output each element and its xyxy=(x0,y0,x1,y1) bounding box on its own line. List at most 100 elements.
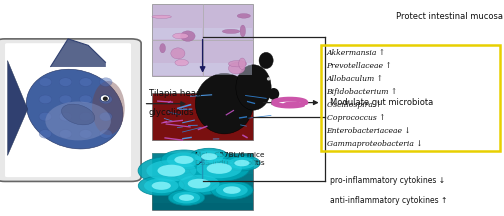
Text: Coprococcus ↑: Coprococcus ↑ xyxy=(327,114,385,122)
Ellipse shape xyxy=(160,44,165,53)
Text: Protect intestinal mucosa: Protect intestinal mucosa xyxy=(396,12,502,21)
Ellipse shape xyxy=(172,172,226,195)
Bar xyxy=(152,93,253,140)
Polygon shape xyxy=(8,60,28,156)
Ellipse shape xyxy=(197,159,242,178)
Text: anti-inflammatory cytokines ↑: anti-inflammatory cytokines ↑ xyxy=(330,196,448,205)
Ellipse shape xyxy=(161,150,207,170)
Bar xyxy=(321,45,500,151)
Bar xyxy=(152,153,253,160)
Ellipse shape xyxy=(259,52,273,69)
Ellipse shape xyxy=(222,29,240,33)
Ellipse shape xyxy=(240,25,245,37)
Bar xyxy=(153,63,202,75)
Ellipse shape xyxy=(157,165,185,177)
Ellipse shape xyxy=(80,95,92,104)
Text: Gammaproteobacteria ↓: Gammaproteobacteria ↓ xyxy=(327,140,422,148)
Ellipse shape xyxy=(61,104,95,125)
Ellipse shape xyxy=(45,102,111,140)
Ellipse shape xyxy=(146,160,197,181)
Ellipse shape xyxy=(59,130,72,138)
Ellipse shape xyxy=(179,194,194,201)
Ellipse shape xyxy=(178,175,220,192)
Ellipse shape xyxy=(39,95,51,104)
Ellipse shape xyxy=(39,78,51,86)
Ellipse shape xyxy=(138,176,184,196)
Polygon shape xyxy=(50,39,106,67)
Ellipse shape xyxy=(100,95,109,102)
Ellipse shape xyxy=(171,48,185,59)
Ellipse shape xyxy=(103,97,108,101)
Ellipse shape xyxy=(216,183,248,197)
Ellipse shape xyxy=(59,95,72,104)
Text: Modulate gut microbiota: Modulate gut microbiota xyxy=(330,98,433,107)
Ellipse shape xyxy=(99,130,112,138)
Ellipse shape xyxy=(99,112,112,121)
Ellipse shape xyxy=(267,77,270,81)
Ellipse shape xyxy=(189,156,249,181)
Ellipse shape xyxy=(236,65,271,110)
Text: Prevotellaceae ↑: Prevotellaceae ↑ xyxy=(327,62,392,70)
Ellipse shape xyxy=(80,130,92,138)
Ellipse shape xyxy=(237,14,250,18)
Ellipse shape xyxy=(152,182,171,190)
Ellipse shape xyxy=(196,73,253,134)
Ellipse shape xyxy=(223,186,241,194)
Text: glycolipids: glycolipids xyxy=(149,108,195,117)
Ellipse shape xyxy=(99,95,112,104)
Text: Tilapia head: Tilapia head xyxy=(149,89,201,98)
Bar xyxy=(204,63,252,75)
Bar xyxy=(152,181,253,188)
Bar xyxy=(152,195,253,203)
Ellipse shape xyxy=(138,156,205,185)
Text: pro-inflammatory cytokines ↓: pro-inflammatory cytokines ↓ xyxy=(330,176,445,185)
Ellipse shape xyxy=(207,163,232,174)
Text: Akkermansia ↑: Akkermansia ↑ xyxy=(327,49,386,57)
Ellipse shape xyxy=(195,150,224,163)
Ellipse shape xyxy=(228,157,256,169)
Ellipse shape xyxy=(80,78,92,86)
Ellipse shape xyxy=(173,192,200,203)
Bar xyxy=(153,28,202,39)
Ellipse shape xyxy=(39,112,51,121)
Ellipse shape xyxy=(174,156,194,164)
Text: Allobaculum ↑: Allobaculum ↑ xyxy=(327,75,384,83)
Bar xyxy=(152,167,253,175)
Bar xyxy=(152,175,253,181)
Ellipse shape xyxy=(201,153,217,160)
Ellipse shape xyxy=(168,190,205,205)
Text: Enterobacteriaceae ↓: Enterobacteriaceae ↓ xyxy=(327,127,411,135)
Bar xyxy=(152,188,253,195)
Ellipse shape xyxy=(99,78,112,86)
Ellipse shape xyxy=(234,160,249,166)
Bar xyxy=(152,160,253,167)
Ellipse shape xyxy=(211,181,253,199)
Ellipse shape xyxy=(228,60,247,67)
Ellipse shape xyxy=(268,88,279,100)
Ellipse shape xyxy=(173,33,188,39)
Ellipse shape xyxy=(152,15,171,18)
FancyBboxPatch shape xyxy=(0,39,141,181)
Bar xyxy=(204,28,252,39)
Ellipse shape xyxy=(190,148,228,165)
Text: Oscillospira ↑: Oscillospira ↑ xyxy=(327,101,381,109)
Ellipse shape xyxy=(80,112,92,121)
Text: Bifidobacterium ↑: Bifidobacterium ↑ xyxy=(327,88,398,96)
FancyBboxPatch shape xyxy=(5,43,131,177)
Bar xyxy=(152,4,253,76)
Ellipse shape xyxy=(175,59,188,66)
Ellipse shape xyxy=(180,31,195,41)
Ellipse shape xyxy=(39,130,51,138)
Ellipse shape xyxy=(228,63,245,74)
Ellipse shape xyxy=(144,178,178,193)
Ellipse shape xyxy=(239,58,246,69)
Ellipse shape xyxy=(59,78,72,86)
Ellipse shape xyxy=(224,155,260,171)
Ellipse shape xyxy=(167,152,201,167)
Bar xyxy=(152,203,253,210)
Ellipse shape xyxy=(187,179,211,188)
Bar xyxy=(152,153,253,210)
Ellipse shape xyxy=(26,69,123,149)
Text: Male C57BL/6 mice
DSS-induced colitis: Male C57BL/6 mice DSS-induced colitis xyxy=(195,152,264,166)
Ellipse shape xyxy=(59,112,72,121)
